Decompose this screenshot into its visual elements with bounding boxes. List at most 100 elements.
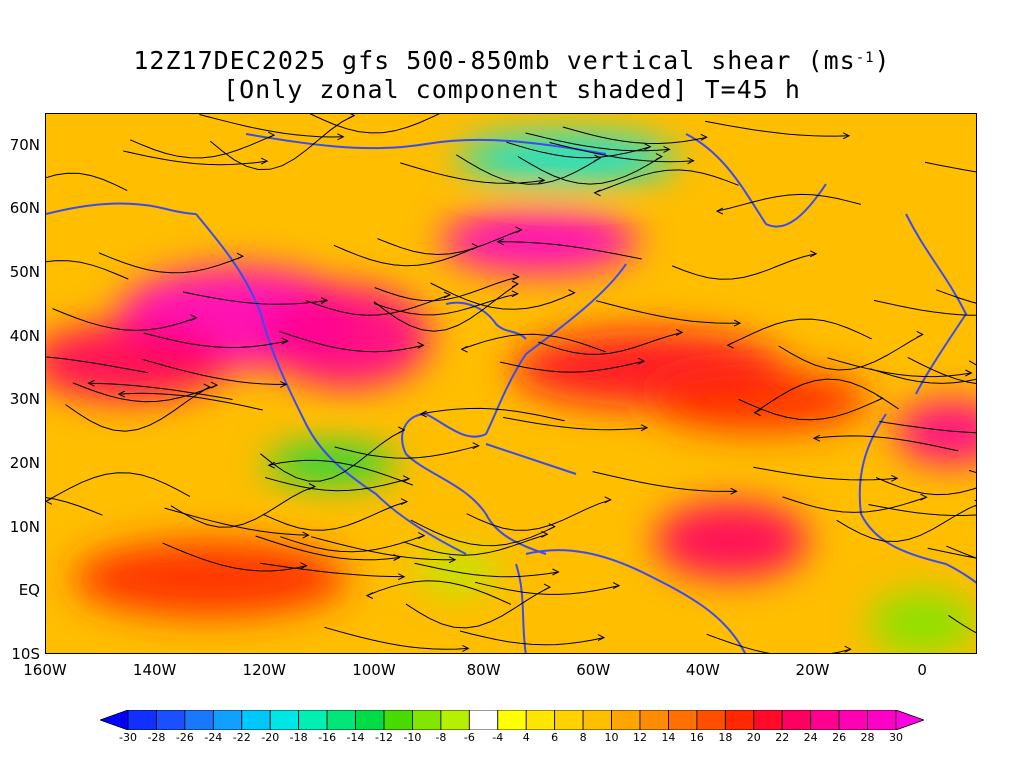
- streamline-arrow: [809, 250, 818, 258]
- streamline-arrow: [655, 153, 664, 161]
- streamline-arrow: [753, 409, 761, 417]
- coastline-na-east: [401, 263, 627, 555]
- streamline-arrow: [267, 131, 276, 139]
- streamline: [182, 291, 328, 305]
- streamline: [753, 466, 898, 481]
- streamline-arrow: [538, 176, 546, 184]
- streamline-arrow: [397, 573, 406, 581]
- colorbar-box: [582, 710, 612, 730]
- colorbar-tick-label: 14: [661, 731, 676, 744]
- colorbar-tick-label: 30: [889, 731, 903, 744]
- streamline: [936, 289, 976, 304]
- streamline-arrow: [541, 530, 549, 538]
- streamline: [946, 545, 976, 559]
- colorbar-box: [696, 710, 726, 730]
- shear-region-south-atlantic-easterly: [868, 591, 976, 653]
- colorbar-box: [639, 710, 669, 730]
- streamline: [279, 331, 424, 353]
- colorbar-tick-label: 16: [689, 731, 704, 744]
- streamline-arrow: [471, 243, 480, 251]
- streamline: [595, 300, 741, 324]
- streamline-arrow: [594, 154, 602, 162]
- colorbar-min-triangle: [100, 710, 129, 730]
- colorbar-box: [497, 710, 527, 730]
- streamline: [405, 586, 551, 629]
- streamline: [592, 471, 737, 492]
- streamline: [164, 507, 309, 536]
- streamline: [377, 229, 522, 256]
- colorbar-tick-label: -22: [232, 731, 251, 744]
- streamline-arrow: [402, 475, 411, 483]
- streamline: [778, 333, 923, 371]
- streamline-arrow: [417, 341, 425, 349]
- coastline-alaska: [46, 202, 197, 215]
- map-panel: [45, 113, 977, 654]
- lon-tick-label: 100W: [352, 661, 396, 679]
- colorbar-tick-label: -20: [261, 731, 280, 744]
- streamline: [506, 141, 651, 159]
- shear-region-mexico-easterly: [265, 444, 397, 484]
- streamline-arrow: [726, 341, 734, 349]
- coastline-arctic: [245, 133, 607, 155]
- shear-region-africa-jet: [895, 400, 976, 465]
- colorbar-tick-label: -18: [289, 731, 308, 744]
- streamline: [562, 126, 707, 145]
- streamline: [310, 536, 456, 561]
- colorbar-box: [383, 710, 413, 730]
- streamline: [88, 382, 233, 400]
- streamline-arrow: [640, 424, 649, 432]
- streamline: [705, 120, 850, 137]
- streamline: [259, 429, 405, 482]
- streamline-arrow: [281, 337, 289, 345]
- streamline: [868, 504, 976, 516]
- colorbar-box: [241, 710, 271, 730]
- streamline-arrow: [460, 345, 468, 353]
- streamline-arrow: [398, 426, 406, 434]
- colorbar-box: [412, 710, 442, 730]
- colorbar-box: [269, 710, 300, 730]
- streamline-arrow: [337, 133, 345, 141]
- lat-tick-label: 10S: [11, 645, 40, 663]
- coastline-south-america: [515, 549, 747, 653]
- streamline-arrow: [730, 487, 738, 495]
- streamline-arrow: [203, 383, 211, 391]
- colorbar-box: [127, 710, 157, 730]
- colorbar-tick-label: 18: [718, 731, 733, 744]
- streamline-arrow: [844, 645, 852, 653]
- streamline-arrow: [604, 496, 612, 504]
- lon-tick-label: 80W: [466, 661, 501, 679]
- colorbar-tick-label: 20: [746, 731, 761, 744]
- streamline: [907, 356, 976, 384]
- streamline: [410, 519, 556, 547]
- coastlines: [46, 133, 976, 653]
- streamline: [503, 416, 648, 431]
- colorbar-box: [156, 710, 186, 730]
- colorbar-box: [184, 710, 214, 730]
- streamline: [98, 252, 244, 274]
- streamline-arrow: [448, 556, 457, 564]
- streamline: [782, 496, 927, 513]
- streamline-arrow: [512, 273, 520, 281]
- shear-region-tropical-atlantic: [654, 502, 809, 579]
- streamline-arrow: [644, 143, 652, 151]
- streamline-arrow: [700, 133, 708, 141]
- streamline-arrow: [46, 497, 53, 505]
- streamline: [199, 114, 344, 138]
- streamline-arrow: [733, 319, 742, 327]
- colorbar-tick-label: -16: [318, 731, 337, 744]
- streamline: [400, 162, 545, 184]
- streamline: [46, 172, 128, 192]
- streamline: [46, 356, 148, 374]
- streamline-arrow: [548, 523, 556, 531]
- lon-tick-label: 120W: [242, 661, 287, 679]
- lat-tick-label: 40N: [9, 326, 40, 345]
- streamline: [706, 633, 851, 653]
- coastline-europe: [905, 213, 968, 395]
- colorbar-tick-label: -26: [175, 731, 194, 744]
- chart-title-line1: 12Z17DEC2025 gfs 500-850mb vertical shea…: [133, 46, 891, 75]
- streamline: [456, 154, 601, 185]
- streamline: [310, 114, 440, 134]
- coastline-caribbean: [485, 443, 577, 475]
- lat-tick-label: 30N: [9, 390, 40, 409]
- streamline: [672, 253, 817, 280]
